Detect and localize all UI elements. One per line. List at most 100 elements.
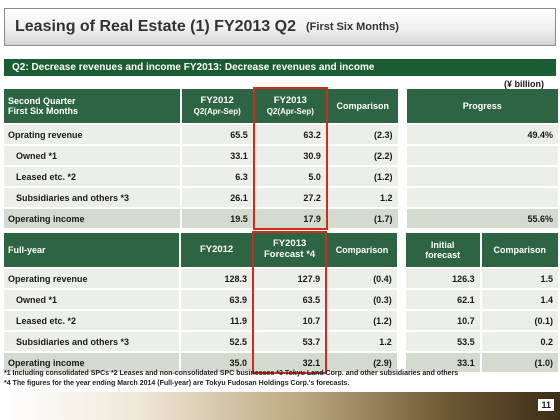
cell-comparison: (2.3) — [327, 125, 398, 144]
cell-comparison: (0.4) — [327, 269, 397, 288]
table-row: Owned *1 33.1 30.9 (2.2) — [4, 146, 558, 165]
cell-fy2013: 32.1 — [254, 353, 326, 372]
column-gap — [399, 89, 405, 123]
cell-initial: 126.3 — [405, 269, 480, 288]
table-row: Subsidiaries and others *3 52.5 53.7 1.2… — [4, 332, 558, 351]
cell-fy2012: 35.0 — [181, 353, 253, 372]
row-label: Operating income — [4, 209, 180, 228]
cell-initial: 10.7 — [405, 311, 480, 330]
cell-fy2012: 128.3 — [181, 269, 253, 288]
q2-table: Second Quarter First Six Months FY2012 Q… — [2, 87, 560, 230]
fy-header-fy2013-line1: FY2013 — [272, 238, 307, 250]
column-gap — [398, 290, 404, 309]
table-row: Oprating revenue 65.5 63.2 (2.3) 49.4% — [4, 125, 558, 144]
cell-fy2012: 6.3 — [181, 167, 253, 186]
cell-fy2013: 27.2 — [254, 188, 326, 207]
cell-progress — [406, 146, 558, 165]
slide-title: Leasing of Real Estate (1) FY2013 Q2 — [15, 18, 296, 35]
row-label: Oprating revenue — [4, 125, 180, 144]
unit-label: (¥ billion) — [504, 79, 544, 89]
cell-fy2012: 26.1 — [181, 188, 253, 207]
q2-header-fy2013-line2: Q2(Apr-Sep) — [266, 106, 314, 116]
table-row: Operating income 35.0 32.1 (2.9) 33.1 (1… — [4, 353, 558, 372]
cell-fy2013: 63.5 — [254, 290, 326, 309]
row-label: Leased etc. *2 — [4, 311, 180, 330]
summary-text: Q2: Decrease revenues and income FY2013:… — [12, 62, 375, 73]
cell-fy2013: 53.7 — [254, 332, 326, 351]
fy-header-initial: Initial forecast — [405, 233, 480, 267]
cell-progress: 55.6% — [406, 209, 558, 228]
cell-comparison2: (1.0) — [481, 353, 558, 372]
row-label: Operating income — [4, 353, 180, 372]
column-gap — [399, 125, 405, 144]
cell-fy2013: 5.0 — [254, 167, 326, 186]
q2-header-fy2012-line1: FY2012 — [200, 94, 234, 106]
page-number: 11 — [538, 399, 554, 411]
q2-header-fy2012: FY2012 Q2(Apr-Sep) — [181, 89, 253, 123]
slide-title-box: Leasing of Real Estate (1) FY2013 Q2 (Fi… — [4, 8, 556, 46]
cell-comparison: (2.9) — [327, 353, 397, 372]
q2-header-comparison: Comparison — [327, 89, 398, 123]
cell-progress: 49.4% — [406, 125, 558, 144]
cell-fy2013: 127.9 — [254, 269, 326, 288]
fy-header-fy2012: FY2012 — [181, 233, 253, 267]
cell-fy2013: 63.2 — [254, 125, 326, 144]
q2-header-fy2013-line1: FY2013 — [273, 94, 307, 106]
table-row: Leased etc. *2 6.3 5.0 (1.2) — [4, 167, 558, 186]
row-label: Owned *1 — [4, 290, 180, 309]
row-label: Operating revenue — [4, 269, 180, 288]
cell-comparison: (1.7) — [327, 209, 398, 228]
table-row: Leased etc. *2 11.9 10.7 (1.2) 10.7 (0.1… — [4, 311, 558, 330]
cell-initial: 53.5 — [405, 332, 480, 351]
cell-progress — [406, 188, 558, 207]
column-gap — [399, 188, 405, 207]
cell-progress — [406, 167, 558, 186]
cell-comparison: 1.2 — [327, 332, 397, 351]
fy-header-initial-line2: forecast — [425, 250, 461, 260]
cell-initial: 62.1 — [405, 290, 480, 309]
column-gap — [399, 167, 405, 186]
column-gap — [399, 209, 405, 228]
cell-fy2013: 10.7 — [254, 311, 326, 330]
cell-comparison: (0.3) — [327, 290, 397, 309]
cell-comparison: 1.2 — [327, 188, 398, 207]
cell-fy2012: 33.1 — [181, 146, 253, 165]
column-gap — [399, 146, 405, 165]
cell-fy2013: 30.9 — [254, 146, 326, 165]
full-year-table: Full-year FY2012 FY2013 Forecast *4 Comp… — [2, 231, 560, 374]
cell-comparison2: 1.5 — [481, 269, 558, 288]
row-label: Subsidiaries and others *3 — [4, 188, 180, 207]
fy-header-label: Full-year — [4, 233, 180, 267]
q2-header-progress: Progress — [406, 89, 558, 123]
cell-comparison2: (0.1) — [481, 311, 558, 330]
q2-header-label-line1: Second Quarter — [8, 95, 76, 106]
table-row: Operating income 19.5 17.9 (1.7) 55.6% — [4, 209, 558, 228]
column-gap — [398, 332, 404, 351]
footnotes: *1 Including consolidated SPCs *2 Leases… — [4, 369, 458, 389]
summary-bar: Q2: Decrease revenues and income FY2013:… — [4, 59, 556, 76]
cell-fy2012: 63.9 — [181, 290, 253, 309]
q2-header-label: Second Quarter First Six Months — [4, 89, 180, 123]
column-gap — [398, 353, 404, 372]
table-row: Owned *1 63.9 63.5 (0.3) 62.1 1.4 — [4, 290, 558, 309]
fy-header-fy2013: FY2013 Forecast *4 — [254, 233, 326, 267]
slide-title-sub: (First Six Months) — [306, 21, 399, 33]
fy-header-comparison2: Comparison — [481, 233, 558, 267]
footer-bar — [0, 392, 560, 420]
column-gap — [398, 269, 404, 288]
fy-header-comparison: Comparison — [327, 233, 397, 267]
fy-header-initial-line1: Initial — [430, 239, 455, 250]
row-label: Owned *1 — [4, 146, 180, 165]
row-label: Leased etc. *2 — [4, 167, 180, 186]
cell-comparison: (2.2) — [327, 146, 398, 165]
cell-comparison2: 0.2 — [481, 332, 558, 351]
row-label: Subsidiaries and others *3 — [4, 332, 180, 351]
cell-fy2012: 52.5 — [181, 332, 253, 351]
fy-header-fy2013-line2: Forecast *4 — [264, 249, 316, 260]
table-row: Operating revenue 128.3 127.9 (0.4) 126.… — [4, 269, 558, 288]
table-row: Subsidiaries and others *3 26.1 27.2 1.2 — [4, 188, 558, 207]
cell-comparison: (1.2) — [327, 167, 398, 186]
q2-header-label-line2: First Six Months — [8, 106, 79, 116]
q2-header-fy2012-line2: Q2(Apr-Sep) — [193, 106, 241, 116]
cell-initial: 33.1 — [405, 353, 480, 372]
